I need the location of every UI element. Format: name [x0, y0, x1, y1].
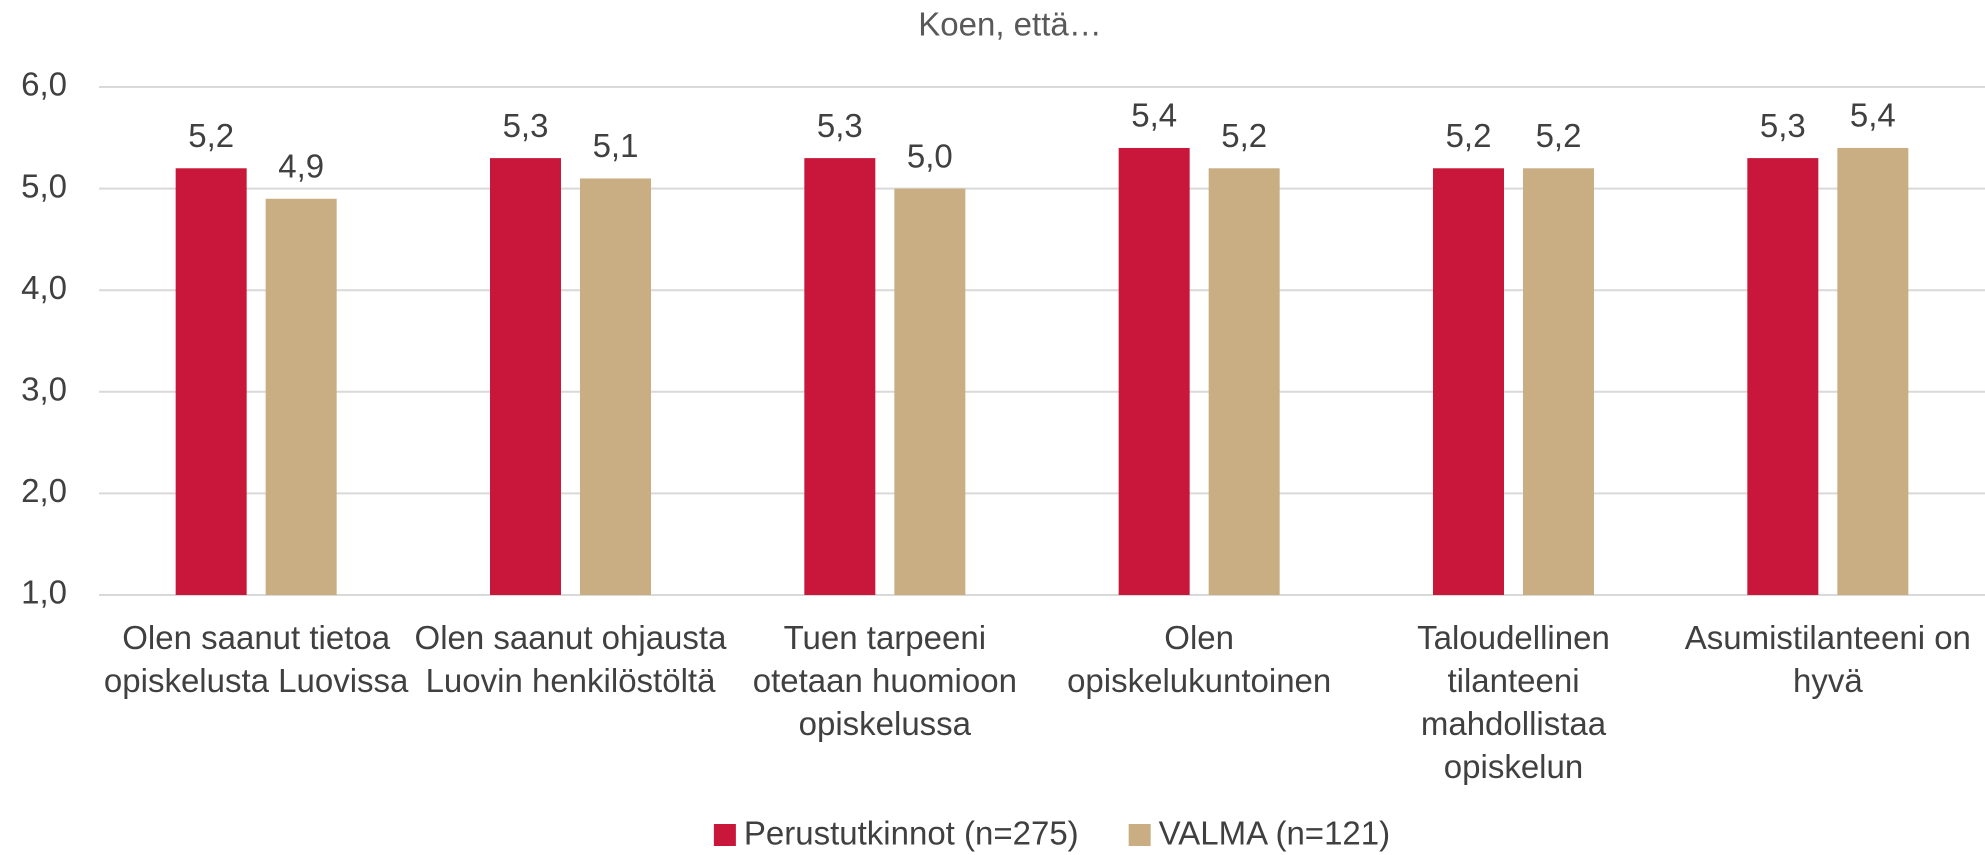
x-tick-label: Taloudellinen tilanteeni mahdollistaa opisk… [1417, 619, 1610, 785]
x-tick-line: Taloudellinen [1417, 619, 1610, 656]
x-tick-line: Olen saanut tietoa [122, 619, 390, 656]
data-label: 5,4 [1850, 97, 1896, 134]
x-tick-line: Olen [1164, 619, 1234, 656]
data-label: 5,2 [1446, 117, 1492, 154]
data-label: 5,2 [1221, 117, 1267, 154]
bar [490, 158, 561, 595]
data-label: 5,2 [1536, 117, 1582, 154]
x-tick-line: Tuen tarpeeni [784, 619, 986, 656]
data-label: 5,2 [188, 117, 234, 154]
bar [175, 168, 247, 595]
x-tick-line: hyvä [1793, 662, 1863, 699]
x-tick-line: opiskelun [1444, 748, 1583, 785]
y-tick-label: 4,0 [21, 269, 67, 306]
y-tick-label: 3,0 [21, 371, 67, 408]
bar [1747, 158, 1819, 595]
data-label: 5,3 [503, 107, 549, 144]
bar [1837, 147, 1909, 595]
x-tick-line: otetaan huomioon [753, 662, 1017, 699]
y-tick-label: 6,0 [21, 66, 67, 103]
legend-swatch [1128, 824, 1151, 846]
legend-label: Perustutkinnot (n=275) [744, 815, 1079, 852]
x-tick-line: opiskelukuntoinen [1067, 662, 1331, 699]
x-tick-line: Olen saanut ohjausta [415, 619, 728, 656]
y-tick-label: 1,0 [21, 574, 67, 611]
x-tick-line: mahdollistaa [1421, 705, 1607, 742]
data-label: 4,9 [278, 147, 324, 184]
bar [1118, 147, 1190, 595]
x-tick-line: Luovin henkilöstöltä [426, 662, 717, 699]
data-label: 5,4 [1131, 97, 1177, 134]
legend-label: VALMA (n=121) [1159, 815, 1390, 852]
data-label: 5,1 [593, 127, 639, 164]
x-tick-label: Tuen tarpeeni otetaan huomioon opiskelussa [753, 619, 1017, 742]
bar [894, 188, 966, 595]
x-tick-label: Olen opiskelukuntoinen [1067, 619, 1331, 699]
bar [1523, 168, 1594, 595]
bar [580, 178, 651, 595]
data-label: 5,0 [907, 137, 953, 174]
bar [265, 198, 337, 595]
x-tick-label: Olen saanut ohjausta Luovin henkilöstöltä [415, 619, 728, 699]
chart-title: Koen, että… [918, 6, 1101, 43]
bar [1208, 168, 1280, 595]
x-tick-line: opiskelusta Luovissa [104, 662, 409, 699]
x-tick-line: opiskelussa [799, 705, 972, 742]
data-label: 5,3 [1760, 107, 1806, 144]
bar [1433, 168, 1504, 595]
data-label: 5,3 [817, 107, 863, 144]
bar [804, 158, 876, 595]
legend: Perustutkinnot (n=275) VALMA (n=121) [713, 815, 1390, 852]
x-tick-line: tilanteeni [1447, 662, 1579, 699]
x-tick-label: Asumistilanteeni on hyvä [1685, 619, 1971, 699]
x-tick-label: Olen saanut tietoa opiskelusta Luovissa [104, 619, 409, 699]
x-tick-line: Asumistilanteeni on [1685, 619, 1971, 656]
y-tick-label: 5,0 [21, 167, 67, 204]
y-tick-label: 2,0 [21, 472, 67, 509]
legend-swatch [713, 824, 736, 846]
